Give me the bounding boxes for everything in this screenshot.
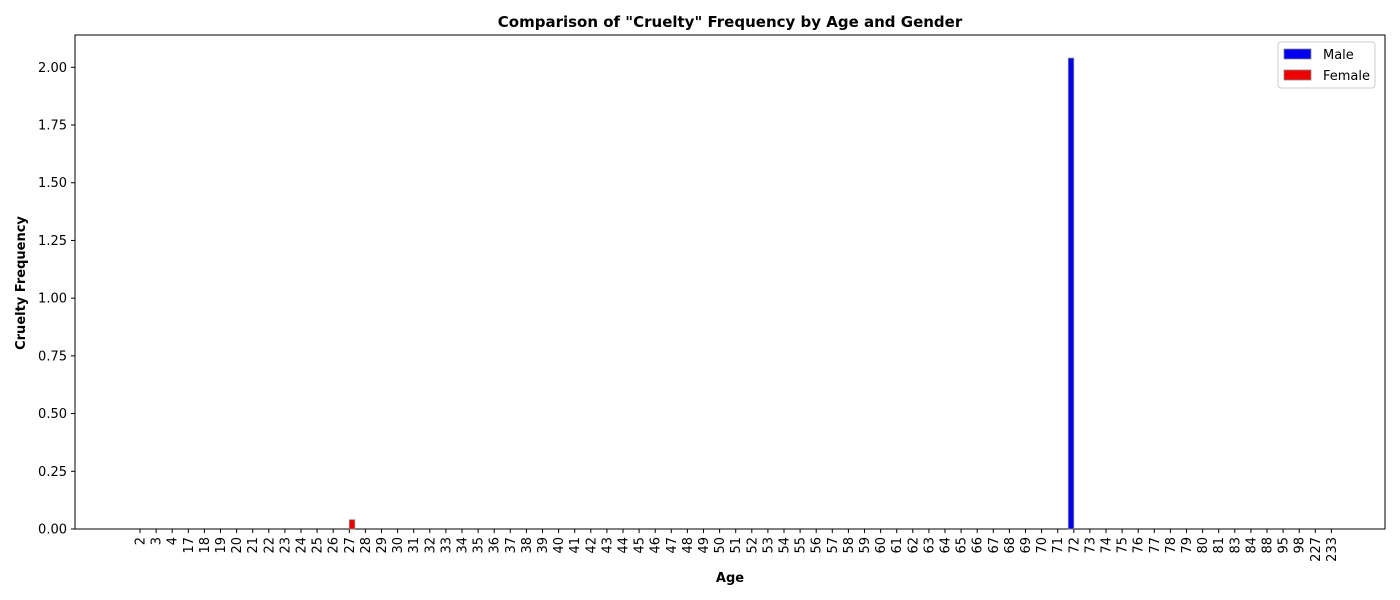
x-tick-label: 53: [761, 537, 776, 554]
x-tick-label: 50: [713, 537, 728, 554]
y-tick-label: 0.75: [38, 349, 67, 364]
x-tick-label: 34: [456, 537, 471, 554]
x-tick-label: 46: [649, 537, 664, 554]
x-tick-label: 68: [1003, 537, 1018, 554]
x-tick-label: 67: [987, 537, 1002, 554]
plot-area: 0.000.250.500.751.001.251.501.752.002 3 4 1…: [38, 34, 1386, 562]
x-tick-label: 52: [745, 537, 760, 554]
x-tick-label: 26: [327, 537, 342, 554]
x-tick-label: 60: [874, 537, 889, 554]
x-tick-label: 70: [1035, 537, 1050, 554]
x-tick-label: 95: [1277, 537, 1292, 554]
legend: Male Female: [1277, 41, 1376, 89]
x-tick-label: 27: [343, 537, 358, 554]
legend-label-female: Female: [1323, 69, 1370, 84]
legend-swatch-female: [1283, 69, 1312, 81]
x-tick-label: 22: [262, 537, 277, 554]
x-tick-label: 20: [230, 537, 245, 554]
x-tick-label: 65: [955, 537, 970, 554]
x-tick-label: 19: [214, 537, 229, 554]
x-tick-label: 78: [1164, 537, 1179, 554]
x-tick-label: 3: [150, 537, 165, 545]
y-tick-label: 2.00: [38, 61, 67, 76]
x-tick-label: 31: [407, 537, 422, 554]
x-tick-label: 35: [472, 537, 487, 554]
x-tick-label: 41: [568, 537, 583, 554]
x-tick-label: 80: [1196, 537, 1211, 554]
x-tick-label: 33: [439, 537, 454, 554]
x-tick-label: 23: [278, 537, 293, 554]
x-tick-label: 17: [182, 537, 197, 554]
x-tick-label: 57: [826, 537, 841, 554]
x-tick-label: 38: [520, 537, 535, 554]
y-tick-label: 1.75: [38, 119, 67, 134]
x-tick-label: 233: [1325, 537, 1340, 562]
x-tick-label: 62: [906, 537, 921, 554]
x-tick-label: 81: [1212, 537, 1227, 554]
x-tick-label: 83: [1228, 537, 1243, 554]
x-tick-label: 30: [391, 537, 406, 554]
x-tick-label: 75: [1116, 537, 1131, 554]
legend-label-male: Male: [1323, 48, 1354, 63]
x-tick-label: 51: [729, 537, 744, 554]
x-tick-label: 77: [1148, 537, 1163, 554]
x-tick-label: 32: [423, 537, 438, 554]
y-tick-label: 1.00: [38, 292, 67, 307]
y-tick-label: 0.50: [38, 407, 67, 422]
x-tick-label: 69: [1019, 537, 1034, 554]
x-tick-label: 47: [665, 537, 680, 554]
y-tick-label: 0.25: [38, 465, 67, 480]
x-tick-label: 2: [134, 537, 149, 545]
bar-male: [1067, 57, 1075, 530]
x-tick-label: 227: [1309, 537, 1324, 562]
y-tick-label: 1.25: [38, 234, 67, 249]
x-tick-label: 84: [1244, 537, 1259, 554]
x-tick-label: 79: [1180, 537, 1195, 554]
x-tick-label: 63: [922, 537, 937, 554]
x-tick-label: 48: [681, 537, 696, 554]
x-tick-label: 61: [890, 537, 905, 554]
x-axis-title: Age: [716, 571, 744, 586]
x-tick-label: 21: [246, 537, 261, 554]
chart-title: Comparison of "Cruelty" Frequency by Age…: [498, 13, 963, 31]
x-tick-label: 56: [810, 537, 825, 554]
x-tick-label: 98: [1293, 537, 1308, 554]
x-tick-label: 24: [295, 537, 310, 554]
x-tick-label: 74: [1100, 537, 1115, 554]
x-tick-label: 39: [536, 537, 551, 554]
x-tick-label: 72: [1067, 537, 1082, 554]
x-tick-label: 45: [633, 537, 648, 554]
legend-swatch-male: [1283, 48, 1312, 60]
x-tick-label: 18: [198, 537, 213, 554]
x-tick-label: 42: [584, 537, 599, 554]
bar-female: [348, 519, 356, 530]
y-tick-label: 0.00: [38, 523, 67, 538]
y-tick-label: 1.50: [38, 176, 67, 191]
x-tick-label: 55: [794, 537, 809, 554]
x-tick-label: 76: [1132, 537, 1147, 554]
x-tick-label: 37: [504, 537, 519, 554]
x-tick-label: 71: [1051, 537, 1066, 554]
x-tick-label: 44: [617, 537, 632, 554]
x-tick-label: 43: [600, 537, 615, 554]
x-tick-label: 64: [939, 537, 954, 554]
x-tick-label: 25: [311, 537, 326, 554]
x-tick-label: 29: [375, 537, 390, 554]
x-tick-label: 73: [1083, 537, 1098, 554]
x-tick-label: 88: [1261, 537, 1276, 554]
plot-frame: [74, 34, 1386, 530]
x-tick-label: 58: [842, 537, 857, 554]
x-tick-label: 4: [166, 537, 181, 545]
x-tick-label: 66: [971, 537, 986, 554]
x-tick-label: 54: [778, 537, 793, 554]
x-tick-label: 49: [697, 537, 712, 554]
y-axis-title: Cruelty Frequency: [14, 216, 29, 350]
x-tick-label: 28: [359, 537, 374, 554]
x-tick-label: 36: [488, 537, 503, 554]
x-tick-label: 59: [858, 537, 873, 554]
x-tick-label: 40: [552, 537, 567, 554]
